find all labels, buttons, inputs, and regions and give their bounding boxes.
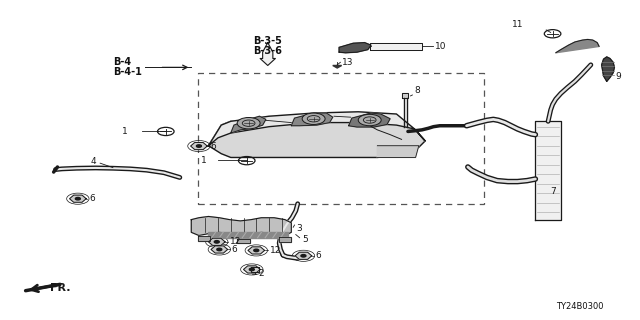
Polygon shape — [209, 112, 425, 146]
Text: 2: 2 — [258, 269, 264, 278]
Circle shape — [254, 249, 259, 252]
Polygon shape — [278, 237, 291, 242]
Text: B-3-5: B-3-5 — [253, 36, 282, 46]
Circle shape — [237, 117, 260, 129]
Bar — [198, 73, 484, 204]
Circle shape — [250, 268, 254, 271]
Text: 6: 6 — [90, 194, 95, 203]
Circle shape — [76, 197, 81, 200]
Text: FR.: FR. — [50, 284, 70, 293]
Text: 6: 6 — [316, 251, 321, 260]
Polygon shape — [556, 39, 599, 53]
Polygon shape — [370, 43, 422, 50]
Polygon shape — [209, 238, 225, 245]
Text: TY24B0300: TY24B0300 — [556, 302, 604, 311]
Text: 12: 12 — [230, 237, 241, 246]
Circle shape — [301, 255, 306, 257]
Text: 6: 6 — [232, 245, 237, 254]
Polygon shape — [378, 146, 419, 157]
Polygon shape — [602, 57, 614, 81]
Text: 7: 7 — [550, 187, 556, 196]
Text: 13: 13 — [342, 58, 354, 67]
Polygon shape — [209, 232, 288, 238]
Text: 8: 8 — [414, 86, 420, 95]
Polygon shape — [339, 43, 371, 53]
Text: 9: 9 — [615, 72, 621, 81]
Circle shape — [358, 114, 381, 126]
Polygon shape — [231, 116, 266, 133]
Polygon shape — [251, 267, 259, 272]
Polygon shape — [349, 113, 390, 127]
Polygon shape — [536, 121, 561, 220]
Text: 12: 12 — [269, 246, 281, 255]
Polygon shape — [211, 246, 228, 253]
Polygon shape — [295, 252, 312, 260]
Polygon shape — [248, 247, 264, 254]
Circle shape — [214, 241, 220, 243]
Polygon shape — [191, 142, 207, 150]
Text: 1: 1 — [122, 127, 127, 136]
Circle shape — [196, 145, 202, 147]
Text: B-3-6: B-3-6 — [253, 45, 282, 56]
Text: 1: 1 — [201, 156, 207, 164]
Polygon shape — [260, 43, 275, 66]
Circle shape — [302, 113, 325, 124]
Text: B-4: B-4 — [113, 57, 131, 67]
Text: 5: 5 — [302, 235, 308, 244]
Text: 11: 11 — [513, 20, 524, 29]
Text: B-4-1: B-4-1 — [113, 67, 142, 77]
Polygon shape — [333, 66, 342, 68]
Text: 3: 3 — [296, 224, 301, 233]
Polygon shape — [291, 113, 333, 126]
Text: 6: 6 — [211, 141, 216, 150]
Polygon shape — [209, 121, 425, 157]
Polygon shape — [237, 239, 250, 244]
Polygon shape — [198, 236, 211, 241]
Text: 10: 10 — [435, 42, 446, 51]
Text: 4: 4 — [90, 157, 96, 166]
Polygon shape — [191, 216, 291, 236]
Polygon shape — [401, 93, 408, 98]
Circle shape — [217, 248, 222, 251]
Polygon shape — [244, 266, 260, 273]
Polygon shape — [70, 195, 86, 202]
